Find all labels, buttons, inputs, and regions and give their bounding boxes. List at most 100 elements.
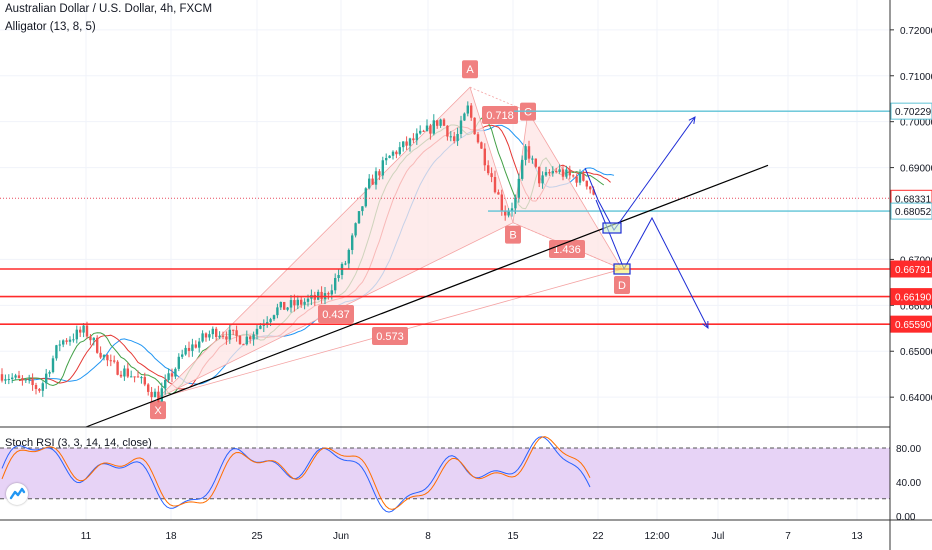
- candle-body: [592, 189, 595, 195]
- candle-body: [289, 300, 293, 308]
- pattern-ratio-bg: [318, 305, 354, 323]
- candle-body: [286, 307, 289, 310]
- tradingview-logo-icon[interactable]: [6, 483, 28, 505]
- candle-body: [466, 105, 469, 114]
- candle-body: [351, 235, 354, 250]
- candle-body: [218, 335, 221, 338]
- candle-body: [147, 384, 150, 392]
- candle-body: [419, 130, 422, 134]
- candle-body: [82, 325, 85, 333]
- candle-body: [565, 169, 568, 177]
- candle-body: [303, 301, 306, 305]
- candle-body: [527, 146, 531, 159]
- projection-path: [584, 116, 696, 231]
- candle-body: [184, 347, 187, 355]
- candle-body: [490, 173, 493, 178]
- candle-body: [79, 329, 82, 333]
- pattern-point-a: A: [466, 64, 474, 76]
- candle-body: [198, 341, 201, 348]
- candle-body: [493, 177, 497, 193]
- candle-body: [191, 344, 194, 351]
- price-level-label: 0.68331: [895, 194, 932, 205]
- candle-body: [378, 171, 381, 176]
- candle-body: [58, 344, 61, 346]
- candle-body: [102, 355, 106, 358]
- candle-body: [429, 125, 432, 134]
- candle-body: [524, 146, 527, 160]
- harmonic-pattern: X A B C D 0.718 0.437 1.436 0.573: [150, 60, 630, 420]
- candle-body: [453, 136, 456, 141]
- candle-body: [48, 372, 51, 374]
- candle-body: [507, 211, 510, 216]
- pattern-point-x: X: [154, 405, 162, 417]
- x-tick-label: 13: [851, 531, 863, 542]
- candle-body: [582, 173, 585, 181]
- stoch-rsi-pane: [0, 436, 890, 513]
- pattern-ratio-bg: [372, 327, 408, 345]
- candle-body: [296, 299, 299, 306]
- candle-body: [65, 340, 68, 342]
- candle-body: [201, 333, 204, 342]
- candle-body: [279, 301, 282, 308]
- price-level-tag: [890, 315, 932, 333]
- candle-body: [170, 373, 174, 377]
- price-level-label: 0.66190: [895, 293, 932, 304]
- candle-body: [181, 354, 184, 357]
- candle-body: [354, 223, 357, 236]
- candles: [0, 101, 595, 403]
- x-tick-label: 22: [592, 531, 604, 542]
- candle-body: [334, 278, 337, 291]
- price-level-label: 0.66791: [895, 265, 932, 276]
- price-level-tag: [890, 102, 932, 120]
- candle-body: [276, 307, 279, 316]
- candle-body: [514, 197, 517, 209]
- candle-body: [164, 379, 167, 389]
- candle-body: [238, 335, 242, 345]
- candle-body: [194, 344, 197, 348]
- candle-body: [157, 391, 160, 402]
- candle-body: [408, 138, 412, 146]
- candle-body: [136, 376, 140, 378]
- candle-body: [551, 171, 554, 174]
- candle-body: [361, 206, 364, 212]
- candle-body: [55, 345, 58, 359]
- candle-body: [371, 178, 374, 185]
- x-tick-label: 18: [165, 531, 177, 542]
- candle-body: [167, 373, 170, 380]
- pattern-ratio-label: 0.718: [486, 110, 514, 122]
- candle-body: [245, 336, 248, 345]
- candle-body: [534, 158, 537, 167]
- oscillator-title: Stoch RSI (3, 3, 14, 14, close): [5, 437, 152, 449]
- candle-body: [249, 336, 252, 340]
- pattern-point-label-bg: [150, 401, 166, 420]
- candle-body: [187, 347, 191, 351]
- candle-body: [544, 172, 548, 176]
- projection-arrowhead: [702, 320, 709, 330]
- pattern-point-label-bg: [614, 276, 630, 295]
- osc-axis-label: 0.00: [896, 512, 916, 523]
- candle-body: [293, 300, 296, 306]
- candle-body: [133, 376, 136, 378]
- chart-title: Australian Dollar / U.S. Dollar, 4h, FXC…: [5, 3, 213, 15]
- candle-body: [28, 379, 31, 381]
- candle-body: [517, 178, 520, 198]
- candle-body: [51, 358, 55, 373]
- candle-body: [252, 334, 255, 340]
- candle-body: [106, 355, 109, 361]
- pattern-point-label-bg: [462, 60, 478, 79]
- pattern-ratio-label: 0.437: [322, 309, 350, 321]
- candle-body: [436, 120, 439, 126]
- candle-body: [41, 383, 44, 391]
- osc-axis-label: 40.00: [896, 478, 921, 489]
- candle-body: [432, 120, 435, 134]
- x-tick-label: 8: [425, 531, 431, 542]
- candle-body: [459, 120, 463, 134]
- candle-body: [572, 175, 575, 177]
- candle-body: [75, 329, 78, 340]
- candle-body: [221, 335, 225, 337]
- candle-body: [330, 290, 333, 295]
- x-tick-label: 11: [81, 531, 92, 542]
- candle-body: [62, 340, 65, 345]
